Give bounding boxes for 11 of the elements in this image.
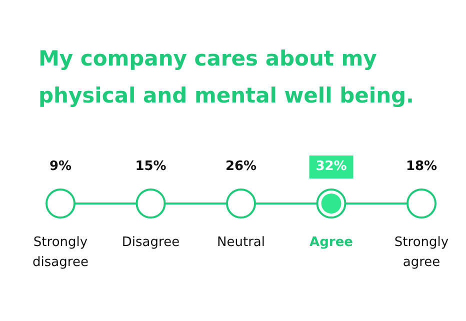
category-label: Disagree bbox=[122, 235, 180, 250]
data-label: 26% bbox=[225, 159, 257, 174]
category-label: Strongly agree bbox=[394, 235, 449, 270]
category-label: Strongly disagree bbox=[32, 235, 88, 270]
data-label: 15% bbox=[135, 159, 166, 174]
category-label: Agree bbox=[310, 235, 354, 250]
category-label: Neutral bbox=[217, 235, 265, 250]
data-label: 32% bbox=[316, 159, 347, 174]
data-label: 18% bbox=[406, 159, 438, 174]
text: My company cares about my physical and mental well being. bbox=[38, 46, 414, 108]
data-label: 9% bbox=[49, 159, 72, 174]
